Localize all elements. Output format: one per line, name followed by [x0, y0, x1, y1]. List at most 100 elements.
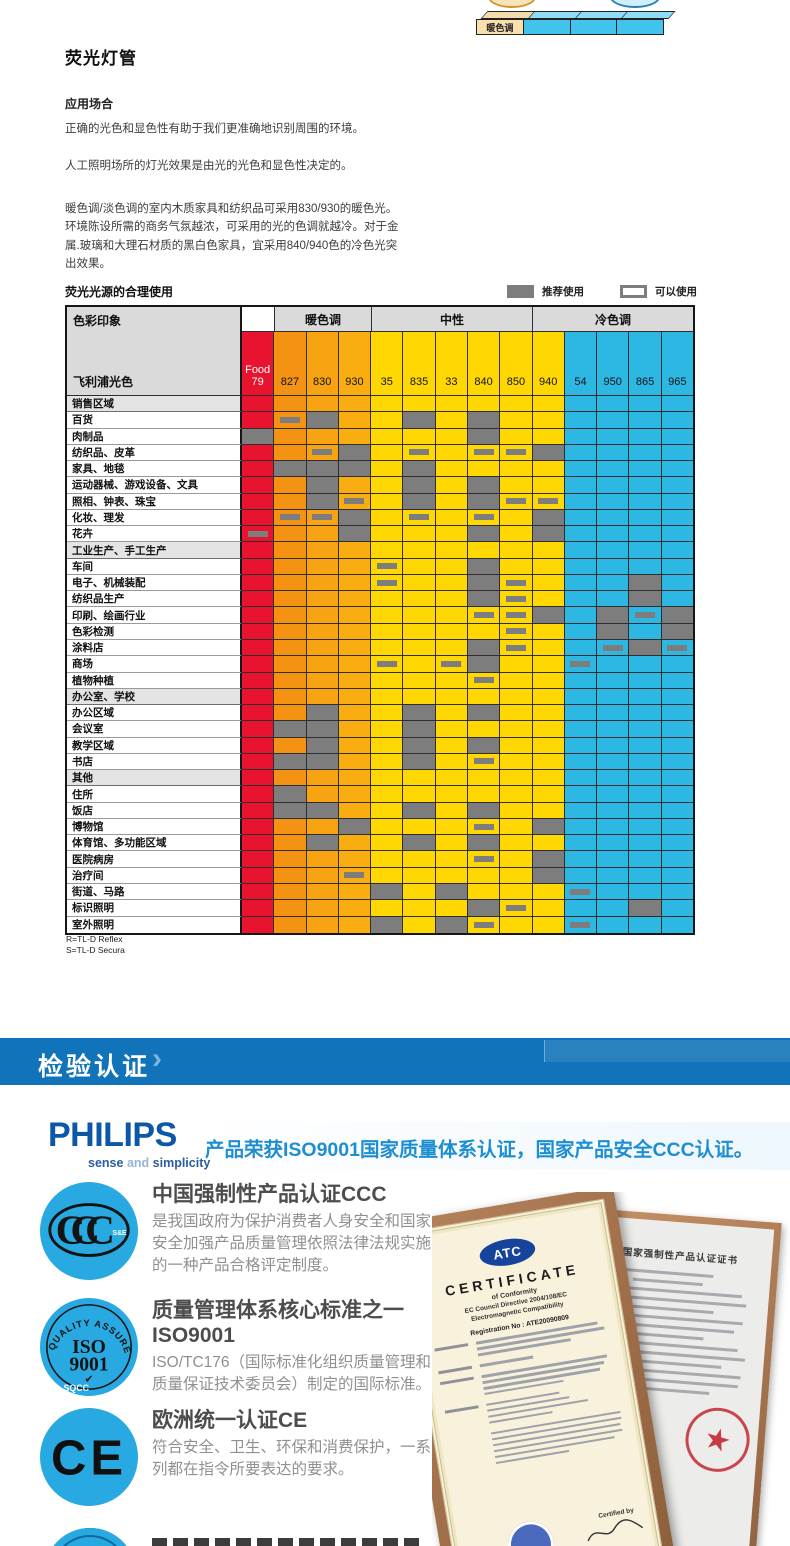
usage-cell — [371, 753, 404, 771]
usage-cell — [564, 412, 598, 429]
usage-cell — [274, 818, 307, 836]
can-use-mark — [312, 449, 333, 456]
usage-cell — [274, 883, 307, 901]
usage-cell — [467, 461, 501, 478]
usage-cell — [467, 639, 501, 657]
usage-cell — [532, 558, 565, 575]
usage-cell — [467, 705, 501, 722]
can-use-mark — [602, 644, 623, 651]
can-use-mark — [505, 644, 526, 651]
usage-cell — [306, 705, 339, 722]
badge-iso9001: QUALITY ASSURED FIRM ISO 9001 ✔ SQCC 质量管… — [40, 1298, 440, 1396]
column-header: 33 — [435, 332, 468, 396]
row-label: 办公区域 — [67, 705, 242, 722]
usage-cell — [629, 818, 662, 836]
footnote-line: S=TL-D Secura — [66, 945, 125, 956]
usage-cell — [597, 509, 630, 527]
usage-cell — [467, 737, 501, 754]
usage-cell — [467, 753, 501, 771]
usage-cell — [629, 835, 662, 852]
usage-cell — [371, 639, 404, 657]
usage-cell — [274, 493, 307, 510]
usage-cell — [532, 818, 565, 836]
usage-cell — [500, 721, 533, 738]
table-corner-cell: 色彩印象 飞利浦光色 — [67, 307, 242, 396]
usage-cell — [306, 737, 339, 754]
can-use-mark — [570, 660, 591, 667]
usage-cell — [274, 558, 307, 575]
usage-cell — [371, 412, 404, 429]
usage-cell — [338, 623, 372, 640]
usage-cell — [403, 721, 436, 738]
usage-cell — [403, 883, 436, 901]
table-legend: 推荐使用 可以使用 — [507, 284, 705, 299]
usage-cell — [500, 461, 533, 478]
usage-cell — [467, 542, 501, 559]
usage-cell — [629, 705, 662, 722]
can-use-mark — [505, 579, 526, 586]
usage-cell — [661, 705, 693, 722]
usage-cell — [274, 737, 307, 754]
usage-cell — [532, 753, 565, 771]
usage-cell — [403, 672, 436, 689]
usage-cell — [403, 591, 436, 608]
usage-cell — [500, 835, 533, 852]
usage-cell — [306, 786, 339, 803]
banner-highlight — [544, 1040, 790, 1062]
usage-cell — [274, 916, 307, 933]
usage-cell — [532, 574, 565, 592]
usage-cell — [629, 802, 662, 819]
usage-cell — [435, 900, 468, 917]
usage-cell — [629, 542, 662, 559]
usage-cell — [564, 851, 598, 868]
usage-cell — [629, 883, 662, 901]
usage-cell — [467, 623, 501, 640]
usage-cell — [597, 591, 630, 608]
usage-cell — [532, 526, 565, 543]
usage-cell — [500, 607, 533, 624]
usage-cell — [467, 444, 501, 462]
can-use-mark — [473, 856, 494, 863]
usage-cell — [597, 688, 630, 706]
usage-cell — [629, 672, 662, 689]
usage-cell — [338, 705, 372, 722]
usage-cell — [532, 461, 565, 478]
badge-body: 是我国政府为保护消费者人身安全和国家安全加强产品质量管理依照法律法规实施的一种产… — [152, 1213, 432, 1274]
philips-logo: PHILIPS sense and simplicity — [48, 1116, 210, 1170]
usage-cell — [242, 672, 275, 689]
usage-cell — [597, 883, 630, 901]
usage-cell — [629, 509, 662, 527]
usage-cell — [403, 412, 436, 429]
svg-text:C: C — [70, 1207, 100, 1253]
usage-cell — [242, 770, 275, 787]
usage-cell — [597, 623, 630, 640]
usage-cell — [338, 770, 372, 787]
usage-cell — [435, 591, 468, 608]
can-use-mark — [376, 563, 397, 570]
usage-cell — [338, 412, 372, 429]
usage-cell — [306, 444, 339, 462]
table-row: 电子、机械装配 — [67, 574, 693, 592]
usage-cell — [597, 737, 630, 754]
usage-cell — [661, 802, 693, 819]
table-row: 花卉 — [67, 526, 693, 543]
usage-cell — [532, 883, 565, 901]
usage-cell — [306, 461, 339, 478]
column-header: 850 — [500, 332, 533, 396]
table-section-row: 工业生产、手工生产 — [67, 542, 693, 559]
ce-icon: CE — [40, 1408, 138, 1506]
svg-text:✔: ✔ — [84, 1373, 93, 1385]
usage-cell — [629, 786, 662, 803]
usage-cell — [338, 444, 372, 462]
table-row: 标识照明 — [67, 900, 693, 917]
can-use-mark — [473, 921, 494, 928]
usage-cell — [564, 477, 598, 494]
usage-cell — [564, 818, 598, 836]
corner-top-label: 色彩印象 — [73, 314, 122, 328]
can-use-mark — [473, 823, 494, 830]
usage-cell — [274, 509, 307, 527]
usage-cell — [629, 656, 662, 673]
table-row: 植物种植 — [67, 672, 693, 689]
usage-cell — [597, 916, 630, 933]
